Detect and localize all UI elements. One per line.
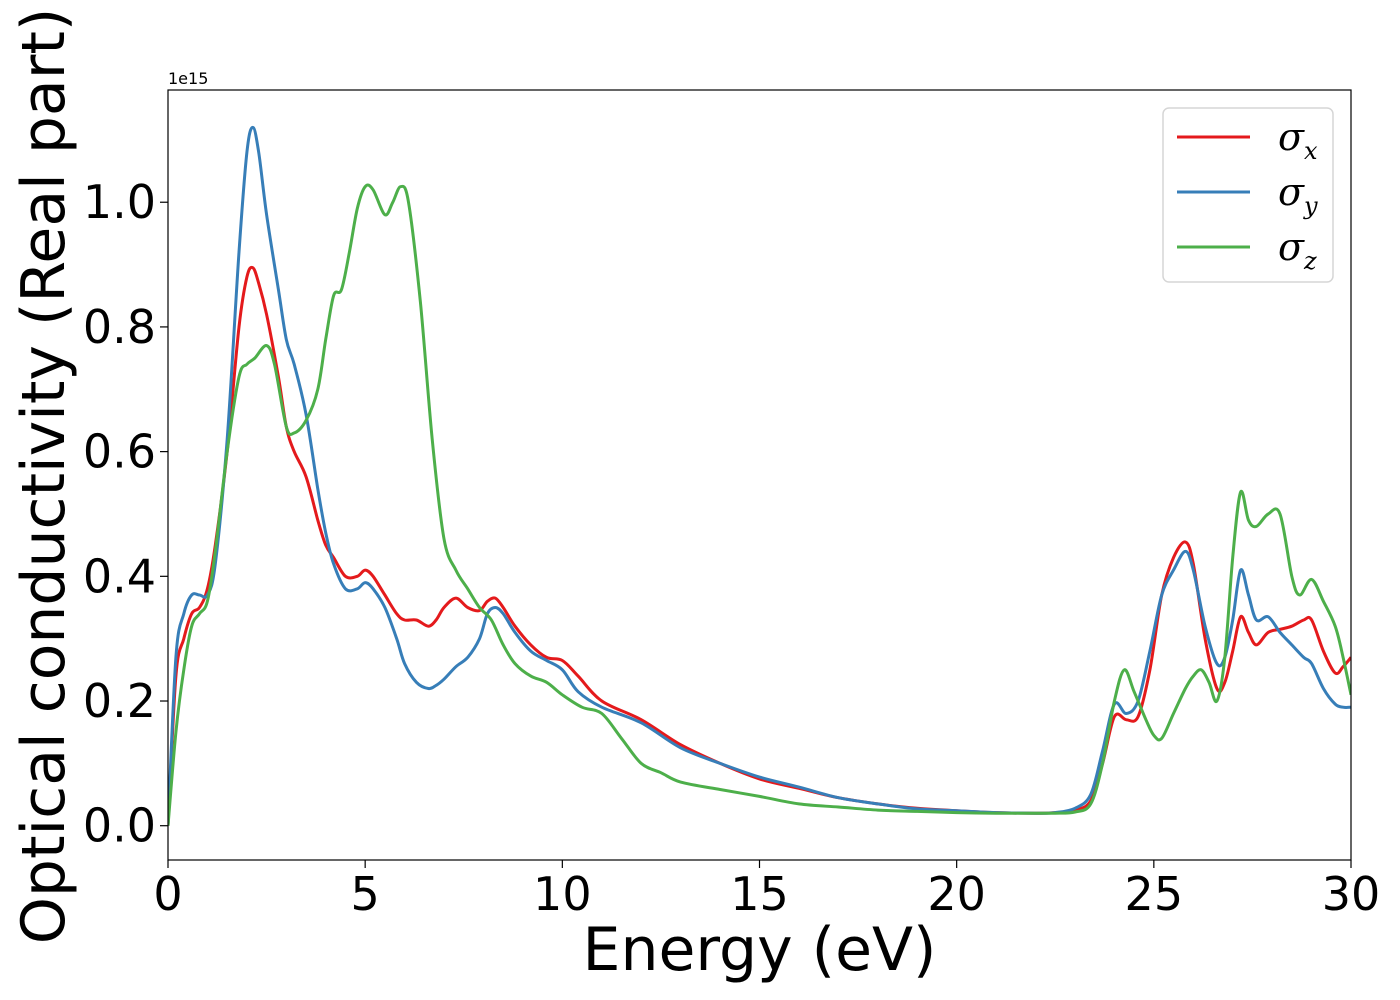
legend-label-y: σy <box>1278 170 1318 220</box>
legend-label-x: σx <box>1278 115 1318 165</box>
x-tick-label: 15 <box>730 867 789 921</box>
y-offset-label: 1e15 <box>168 69 208 88</box>
series-line-y <box>168 125 1351 826</box>
x-axis: 0 5 10 15 20 25 30 <box>153 860 1380 921</box>
x-tick-label: 0 <box>153 867 182 921</box>
legend-label-z: σz <box>1278 225 1317 275</box>
y-axis: 0.0 0.2 0.4 0.6 0.8 1.0 <box>83 175 168 853</box>
legend-box <box>1162 107 1334 283</box>
x-axis-label: Energy (eV) <box>583 915 937 985</box>
series-line-z <box>168 183 1351 826</box>
y-axis-label: Optical conductivity (Real part) <box>9 8 79 945</box>
y-tick-label: 0.2 <box>83 674 156 728</box>
x-tick-label: 30 <box>1322 867 1381 921</box>
y-tick-label: 0.6 <box>83 425 156 479</box>
series-layer <box>168 125 1351 826</box>
y-tick-label: 0.8 <box>83 300 156 354</box>
y-tick-label: 0.4 <box>83 549 156 603</box>
x-tick-label: 20 <box>927 867 986 921</box>
x-tick-label: 25 <box>1125 867 1184 921</box>
y-tick-label: 1.0 <box>83 175 156 229</box>
x-tick-label: 5 <box>351 867 380 921</box>
x-tick-label: 10 <box>533 867 592 921</box>
y-tick-label: 0.0 <box>83 799 156 853</box>
